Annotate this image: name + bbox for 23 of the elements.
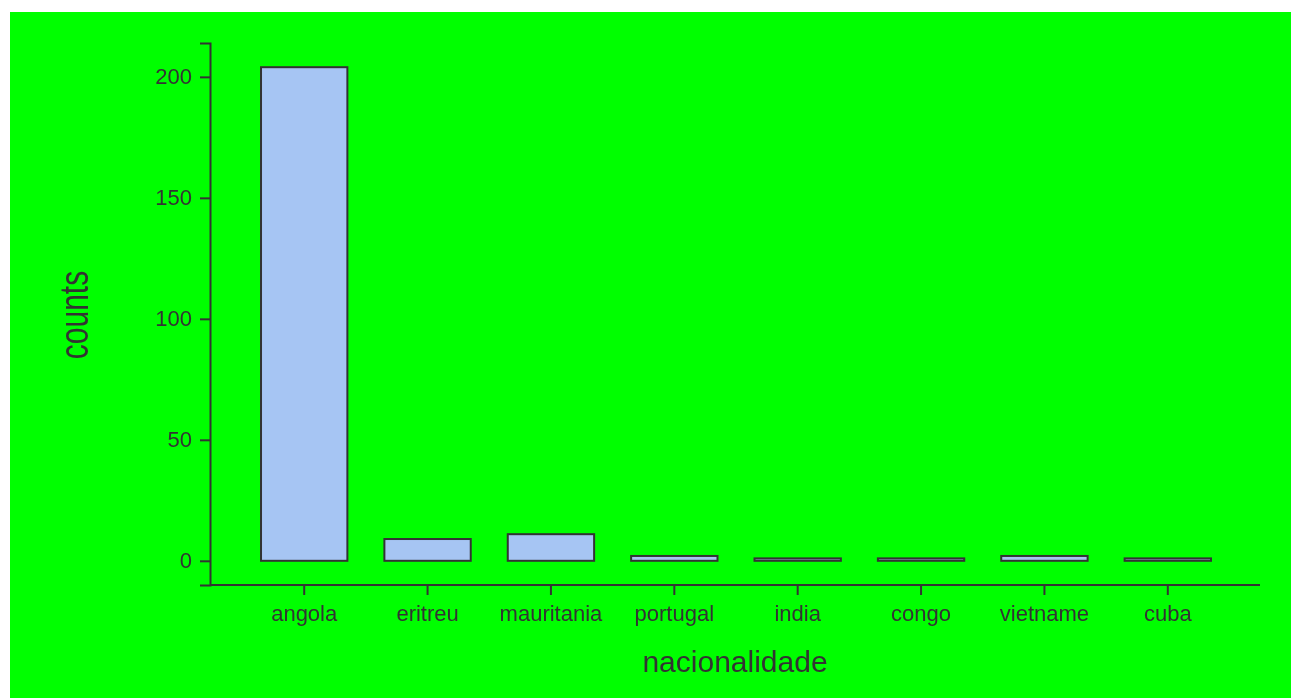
x-tick-label: india <box>774 600 822 626</box>
bar <box>506 533 596 562</box>
x-tick-label: angola <box>271 600 338 626</box>
bar <box>876 557 966 562</box>
x-tick-label: congo <box>891 600 952 626</box>
x-tick-label: mauritania <box>499 600 604 626</box>
y-tick-label: 150 <box>155 185 192 211</box>
bar <box>1000 554 1089 562</box>
bar <box>383 538 472 562</box>
bar <box>260 66 349 562</box>
y-axis-title: counts <box>51 270 96 360</box>
x-tick-label: portugal <box>634 600 715 626</box>
y-tick-label: 0 <box>179 548 192 574</box>
x-tick-label: eritreu <box>396 600 459 626</box>
x-tick-label: vietname <box>999 600 1090 626</box>
bar <box>630 554 719 562</box>
y-tick-label: 200 <box>155 64 192 90</box>
y-tick-label: 100 <box>155 306 192 332</box>
y-tick-label: 50 <box>167 427 192 453</box>
x-tick-label: cuba <box>1143 600 1193 626</box>
bar <box>753 557 842 562</box>
x-axis-title: nacionalidade <box>642 645 828 678</box>
bar <box>1123 557 1212 562</box>
